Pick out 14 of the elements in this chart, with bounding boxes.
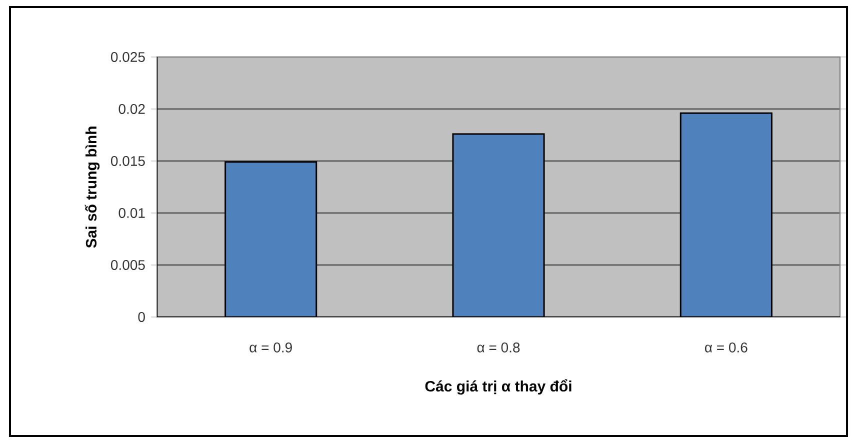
y-tick-label: 0.005 [110,260,145,270]
y-axis-title: Sai số trung bình [84,126,100,248]
x-tick-label: α = 0.6 [704,342,748,352]
y-tick-label: 0.025 [110,52,145,62]
bar [680,112,772,317]
y-tick-label: 0.01 [118,208,145,218]
x-axis-title: Các giá trị α thay đổi [425,379,572,395]
bar [452,133,545,317]
y-tick-label: 0.02 [118,104,145,114]
bar [224,161,318,317]
y-tick-label: 0.015 [110,156,145,166]
y-tick-label: 0 [138,312,145,322]
x-tick-label: α = 0.9 [250,342,292,352]
x-tick-label: α = 0.8 [477,342,520,352]
